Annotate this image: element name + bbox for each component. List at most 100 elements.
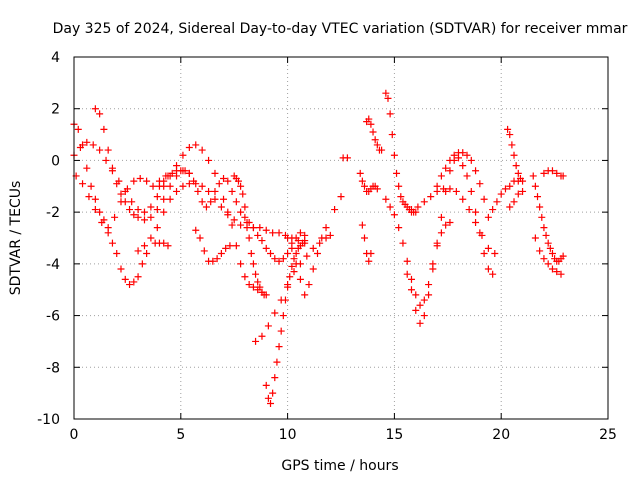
series-arc-1 [70,120,151,289]
data-point [198,182,206,190]
series-arc-6 [151,239,172,250]
data-point [130,278,138,286]
data-point [264,394,272,402]
series-arc-25 [504,125,527,185]
data-point [260,291,268,299]
data-point [284,250,292,258]
data-point [179,182,187,190]
data-point [209,257,217,265]
data-point [153,206,161,214]
data-point [190,177,198,185]
data-point [100,125,108,133]
data-point [420,296,428,304]
data-point [104,146,112,154]
data-point [215,180,223,188]
data-point [284,283,292,291]
data-point [292,234,300,242]
data-point [548,250,556,258]
data-point [160,239,168,247]
x-tick-label: 0 [70,427,79,443]
data-point [96,208,104,216]
data-point [463,151,471,159]
data-point [331,206,339,214]
data-point [373,185,381,193]
series-arc-18 [363,115,386,154]
data-point [228,221,236,229]
data-point [256,283,264,291]
series-arc-21 [403,154,497,327]
data-point [136,175,144,183]
data-point [192,141,200,149]
data-point [356,169,364,177]
data-point [147,203,155,211]
x-axis-label: GPS time / hours [281,458,398,474]
data-point [279,255,287,263]
data-point [117,265,125,273]
data-point [126,206,134,214]
data-point [123,185,131,193]
data-point [414,203,422,211]
data-point [529,172,537,180]
data-point [390,211,398,219]
data-point [164,242,172,250]
data-point [478,231,486,239]
data-point [275,229,283,237]
data-point [256,224,264,232]
data-point [249,260,257,268]
data-point [198,198,206,206]
data-point [459,162,467,170]
data-point [194,187,202,195]
data-point [249,283,257,291]
data-point [228,187,236,195]
data-point [275,257,283,265]
data-point [281,296,289,304]
data-point [506,131,514,139]
data-point [153,224,161,232]
data-point [534,193,542,201]
data-point [548,265,556,273]
data-point [544,239,552,247]
data-point [211,195,219,203]
data-point [403,257,411,265]
data-point [160,195,168,203]
data-point [450,151,458,159]
data-point [476,180,484,188]
series-arc-3 [91,105,193,224]
series-arc-16 [358,221,375,265]
data-point [358,221,366,229]
data-point [160,208,168,216]
data-point [540,169,548,177]
data-point [143,250,151,258]
data-point [147,213,155,221]
data-point [337,193,345,201]
data-point [155,182,163,190]
data-point [91,206,99,214]
data-point [211,187,219,195]
data-point [459,195,467,203]
data-point [484,213,492,221]
data-point [303,252,311,260]
data-point [262,226,270,234]
data-point [480,250,488,258]
data-point [514,169,522,177]
data-point [222,244,230,252]
data-point [288,262,296,270]
data-point [472,218,480,226]
data-point [252,270,260,278]
data-point [254,231,262,239]
data-point [290,255,298,263]
data-point [407,275,415,283]
data-point [540,224,548,232]
data-point [463,172,471,180]
data-point [437,172,445,180]
data-point [480,195,488,203]
data-point [548,167,556,175]
data-point [510,198,518,206]
data-point [91,105,99,113]
y-tick-label: -2 [46,205,60,221]
data-point [491,250,499,258]
series-arc-10 [230,172,268,299]
data-point [442,221,450,229]
data-point [497,190,505,198]
